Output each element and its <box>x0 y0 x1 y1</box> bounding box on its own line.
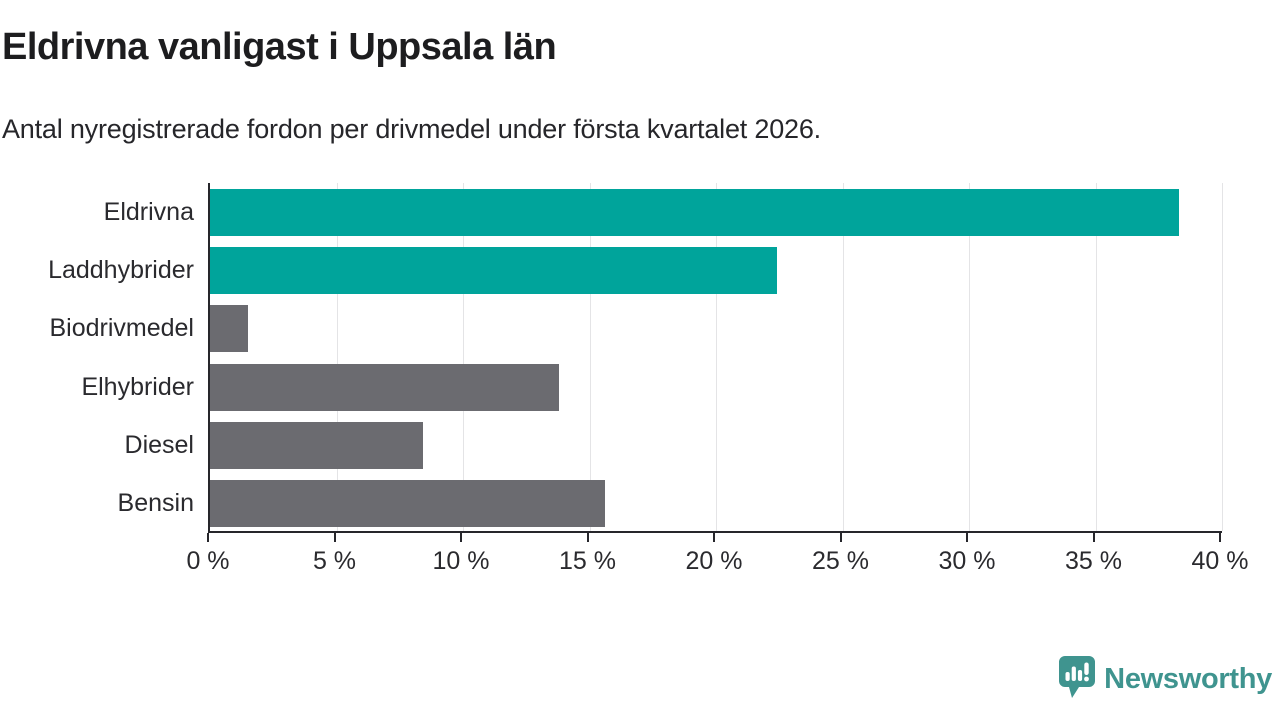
x-axis: 0 % 5 % 10 % 15 % 20 % 25 % 30 % 35 % 40 % <box>186 533 1248 593</box>
bar-bensin <box>210 480 605 528</box>
x-tick <box>460 533 462 542</box>
bar-eldrivna <box>210 188 1179 236</box>
chart-title: Eldrivna vanligast i Uppsala län <box>2 26 557 68</box>
gridline <box>716 183 717 531</box>
bar-laddhybrider <box>210 247 777 294</box>
x-tick <box>1219 533 1221 542</box>
bar-elhybrider <box>210 363 560 411</box>
gridline <box>1095 183 1097 531</box>
x-tick-label: 10 % <box>432 547 490 575</box>
plot-area <box>208 183 1223 533</box>
category-label-elhybrider: Elhybrider <box>81 372 194 401</box>
gridline <box>589 183 591 531</box>
gridline <box>1222 183 1223 531</box>
category-label-bensin: Bensin <box>117 489 194 518</box>
x-tick-label: 35 % <box>1065 547 1122 575</box>
gridline <box>842 183 844 531</box>
x-tick-label: 20 % <box>685 547 743 575</box>
category-label-biodrivmedel: Biodrivmedel <box>49 314 194 343</box>
x-tick-label: 40 % <box>1191 547 1249 575</box>
x-tick <box>1092 533 1095 542</box>
gridline <box>336 183 338 531</box>
chart-subtitle: Antal nyregistrerade fordon per drivmede… <box>2 114 821 144</box>
category-label-eldrivna: Eldrivna <box>103 197 194 226</box>
x-tick <box>839 533 842 542</box>
bar-biodrivmedel <box>210 305 248 353</box>
newsworthy-logo: Newsworthy <box>1059 656 1272 702</box>
newsworthy-logo-text: Newsworthy <box>1104 662 1272 695</box>
x-tick-label: 30 % <box>938 547 996 575</box>
y-axis-labels: Eldrivna Laddhybrider Biodrivmedel Elhybrid… <box>0 183 194 533</box>
x-tick <box>586 533 589 542</box>
bar-diesel <box>210 422 423 469</box>
x-tick-label: 5 % <box>312 547 357 575</box>
category-label-laddhybrider: Laddhybrider <box>48 256 194 284</box>
x-tick-label: 0 % <box>186 547 230 575</box>
newsworthy-logo-icon <box>1059 656 1096 698</box>
x-tick <box>207 533 209 542</box>
gridline <box>969 183 970 531</box>
x-tick <box>966 533 968 542</box>
gridline <box>463 183 464 531</box>
x-tick-label: 25 % <box>812 547 869 575</box>
x-tick-label: 15 % <box>559 547 616 575</box>
x-tick <box>333 533 336 542</box>
x-tick <box>713 533 715 542</box>
category-label-diesel: Diesel <box>124 431 194 459</box>
